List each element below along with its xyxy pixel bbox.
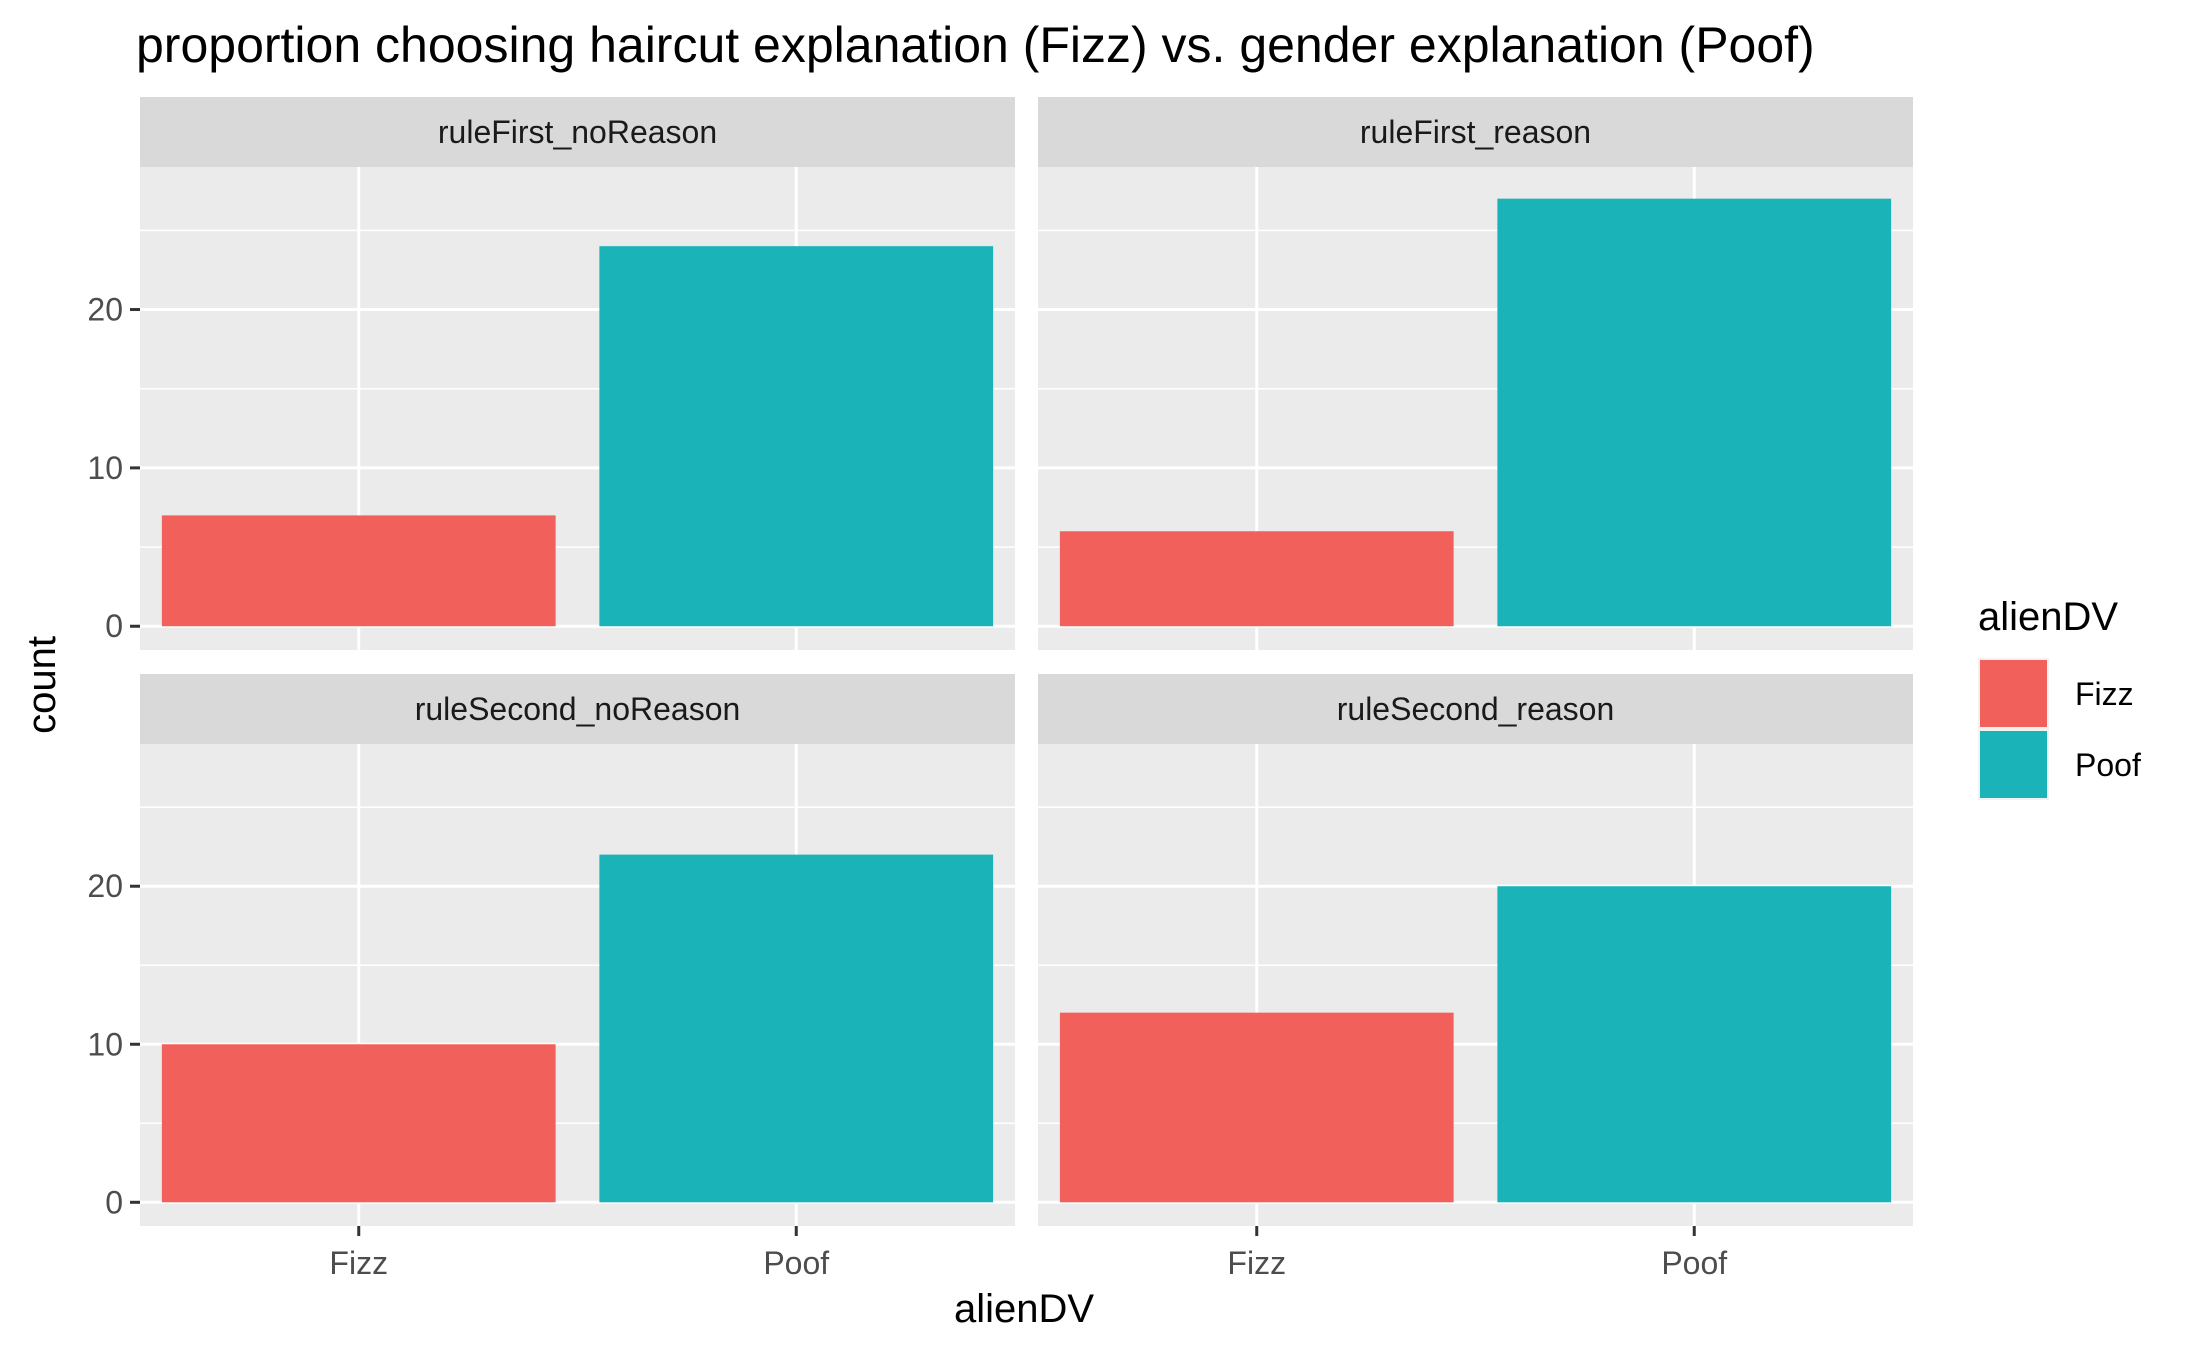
bar-poof bbox=[599, 246, 994, 627]
chart-title: proportion choosing haircut explanation … bbox=[136, 17, 1815, 73]
facet-strip bbox=[1038, 97, 1913, 167]
bar-fizz bbox=[161, 515, 556, 627]
x-axis-title: alienDV bbox=[954, 1287, 1094, 1331]
bar-poof bbox=[1497, 886, 1892, 1203]
facet-panel: ruleSecond_reason Fizz Poof bbox=[1038, 674, 1913, 1281]
facet-panel: ruleSecond_noReason 0 10 20 Fizz Poof bbox=[87, 674, 1015, 1281]
legend-title: alienDV bbox=[1978, 595, 2118, 639]
bar-poof bbox=[1497, 198, 1892, 627]
y-tick-label: 0 bbox=[105, 608, 123, 644]
x-tick-label: Fizz bbox=[329, 1245, 388, 1281]
facet-panel: ruleFirst_noReason 0 10 20 bbox=[87, 97, 1015, 650]
y-tick-label: 0 bbox=[105, 1184, 123, 1220]
bar-fizz bbox=[161, 1044, 556, 1203]
y-tick-label: 10 bbox=[87, 1026, 123, 1062]
legend-label: Fizz bbox=[2075, 676, 2134, 712]
facet-strip-label: ruleFirst_reason bbox=[1360, 114, 1591, 150]
bar-fizz bbox=[1059, 531, 1454, 627]
facet-strip bbox=[1038, 674, 1913, 744]
y-axis-title: count bbox=[20, 636, 64, 734]
y-tick-label: 20 bbox=[87, 868, 123, 904]
x-tick-label: Fizz bbox=[1227, 1245, 1286, 1281]
facet-strip bbox=[140, 674, 1015, 744]
legend-label: Poof bbox=[2075, 747, 2141, 783]
facet-panel: ruleFirst_reason bbox=[1038, 97, 1913, 650]
legend-swatch-fizz bbox=[1980, 660, 2047, 727]
facet-strip-label: ruleSecond_noReason bbox=[415, 691, 741, 727]
y-tick-label: 20 bbox=[87, 292, 123, 328]
facet-strip-label: ruleFirst_noReason bbox=[438, 114, 717, 150]
facet-panels: ruleFirst_noReason01020ruleFirst_reasonr… bbox=[87, 97, 1913, 1281]
bar-fizz bbox=[1059, 1012, 1454, 1203]
bar-poof bbox=[599, 854, 994, 1203]
y-tick-label: 10 bbox=[87, 450, 123, 486]
x-tick-label: Poof bbox=[1661, 1245, 1727, 1281]
x-tick-label: Poof bbox=[763, 1245, 829, 1281]
facet-strip bbox=[140, 97, 1015, 167]
legend-swatch-poof bbox=[1980, 731, 2047, 798]
legend: alienDV Fizz Poof bbox=[1978, 595, 2141, 800]
facet-strip-label: ruleSecond_reason bbox=[1337, 691, 1615, 727]
